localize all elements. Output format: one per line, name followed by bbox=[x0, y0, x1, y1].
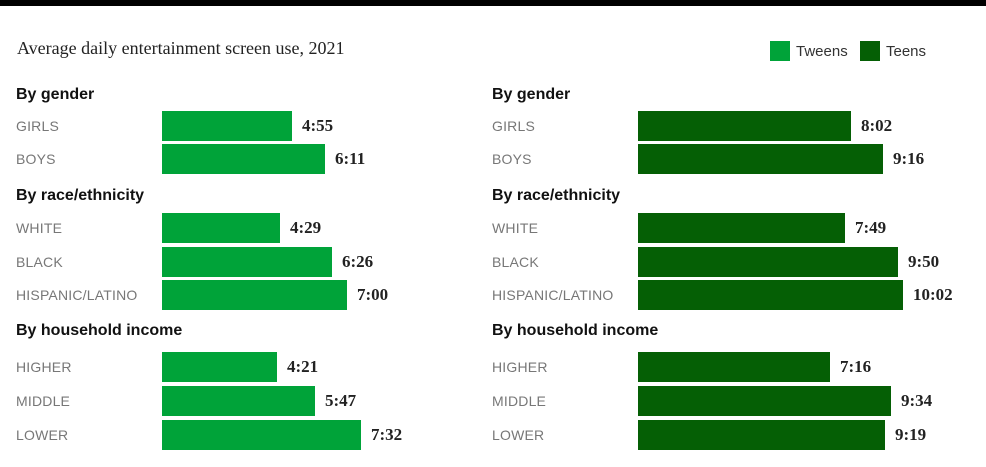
legend-label-teens: Teens bbox=[886, 42, 927, 60]
category-label: MIDDLE bbox=[16, 393, 71, 409]
teens-panel: By gender GIRLS 8:02 BOYS 9:16 By race/ethnic… bbox=[492, 0, 962, 467]
value-label: 5:47 bbox=[325, 391, 357, 410]
group-title: By race/ethnicity bbox=[16, 187, 145, 204]
bar-row: BLACK 6:26 bbox=[16, 247, 486, 277]
value-label: 7:49 bbox=[855, 218, 887, 237]
group-title: By household income bbox=[492, 322, 659, 339]
value-label: 10:02 bbox=[913, 285, 953, 304]
category-label: MIDDLE bbox=[492, 393, 547, 409]
bar-row: GIRLS 8:02 bbox=[492, 111, 962, 141]
bar bbox=[162, 352, 277, 382]
legend-item-tweens: Tweens bbox=[770, 41, 848, 61]
value-label: 9:19 bbox=[895, 425, 927, 444]
group-title: By gender bbox=[492, 86, 571, 103]
category-label: BOYS bbox=[492, 151, 532, 167]
bar-row: LOWER 7:32 bbox=[16, 420, 486, 450]
value-label: 9:34 bbox=[901, 391, 933, 410]
bar bbox=[162, 111, 292, 141]
category-label: HIGHER bbox=[492, 359, 548, 375]
legend-swatch-tweens bbox=[770, 41, 790, 61]
category-label: GIRLS bbox=[492, 118, 536, 134]
category-label: HISPANIC/LATINO bbox=[492, 287, 614, 303]
bar-row: MIDDLE 9:34 bbox=[492, 386, 962, 416]
bar bbox=[638, 144, 883, 174]
value-label: 7:00 bbox=[357, 285, 389, 304]
category-label: BOYS bbox=[16, 151, 56, 167]
bar-row: GIRLS 4:55 bbox=[16, 111, 486, 141]
bar bbox=[638, 247, 898, 277]
legend-label-tweens: Tweens bbox=[796, 42, 848, 60]
bar-row: HISPANIC/LATINO 10:02 bbox=[492, 280, 962, 310]
bar bbox=[638, 352, 830, 382]
value-label: 4:29 bbox=[290, 218, 322, 237]
category-label: LOWER bbox=[492, 427, 545, 443]
value-label: 4:55 bbox=[302, 116, 334, 135]
bar-row: BOYS 6:11 bbox=[16, 144, 486, 174]
category-label: HISPANIC/LATINO bbox=[16, 287, 138, 303]
chart-title: Average daily entertainment screen use, … bbox=[17, 38, 345, 58]
category-label: BLACK bbox=[16, 254, 63, 270]
bar-row: HIGHER 4:21 bbox=[16, 352, 486, 382]
tweens-panel: By gender GIRLS 4:55 BOYS 6:11 By race/ethnic… bbox=[16, 0, 486, 467]
category-label: HIGHER bbox=[16, 359, 72, 375]
value-label: 8:02 bbox=[861, 116, 893, 135]
group-title: By gender bbox=[16, 86, 95, 103]
category-label: WHITE bbox=[16, 220, 63, 236]
value-label: 7:16 bbox=[840, 357, 872, 376]
value-label: 4:21 bbox=[287, 357, 319, 376]
category-label: LOWER bbox=[16, 427, 69, 443]
bar-row: BOYS 9:16 bbox=[492, 144, 962, 174]
bar bbox=[638, 420, 885, 450]
value-label: 9:50 bbox=[908, 252, 940, 271]
bar bbox=[638, 386, 891, 416]
bar-row: HISPANIC/LATINO 7:00 bbox=[16, 280, 486, 310]
legend-swatch-teens bbox=[860, 41, 880, 61]
value-label: 9:16 bbox=[893, 149, 925, 168]
bar bbox=[162, 280, 347, 310]
bar bbox=[162, 386, 315, 416]
bar bbox=[162, 144, 325, 174]
bar-row: BLACK 9:50 bbox=[492, 247, 962, 277]
value-label: 6:11 bbox=[335, 149, 366, 168]
value-label: 7:32 bbox=[371, 425, 403, 444]
category-label: BLACK bbox=[492, 254, 539, 270]
legend-item-teens: Teens bbox=[860, 41, 926, 61]
bar bbox=[638, 280, 903, 310]
bar bbox=[162, 420, 361, 450]
bar bbox=[162, 213, 280, 243]
group-title: By household income bbox=[16, 322, 183, 339]
category-label: WHITE bbox=[492, 220, 539, 236]
bar bbox=[638, 111, 851, 141]
bar-row: MIDDLE 5:47 bbox=[16, 386, 486, 416]
group-title: By race/ethnicity bbox=[492, 187, 621, 204]
bar-row: HIGHER 7:16 bbox=[492, 352, 962, 382]
bar bbox=[638, 213, 845, 243]
bar-row: LOWER 9:19 bbox=[492, 420, 962, 450]
bar bbox=[162, 247, 332, 277]
category-label: GIRLS bbox=[16, 118, 60, 134]
bar-row: WHITE 4:29 bbox=[16, 213, 486, 243]
value-label: 6:26 bbox=[342, 252, 374, 271]
top-border bbox=[0, 0, 986, 6]
bar-row: WHITE 7:49 bbox=[492, 213, 962, 243]
